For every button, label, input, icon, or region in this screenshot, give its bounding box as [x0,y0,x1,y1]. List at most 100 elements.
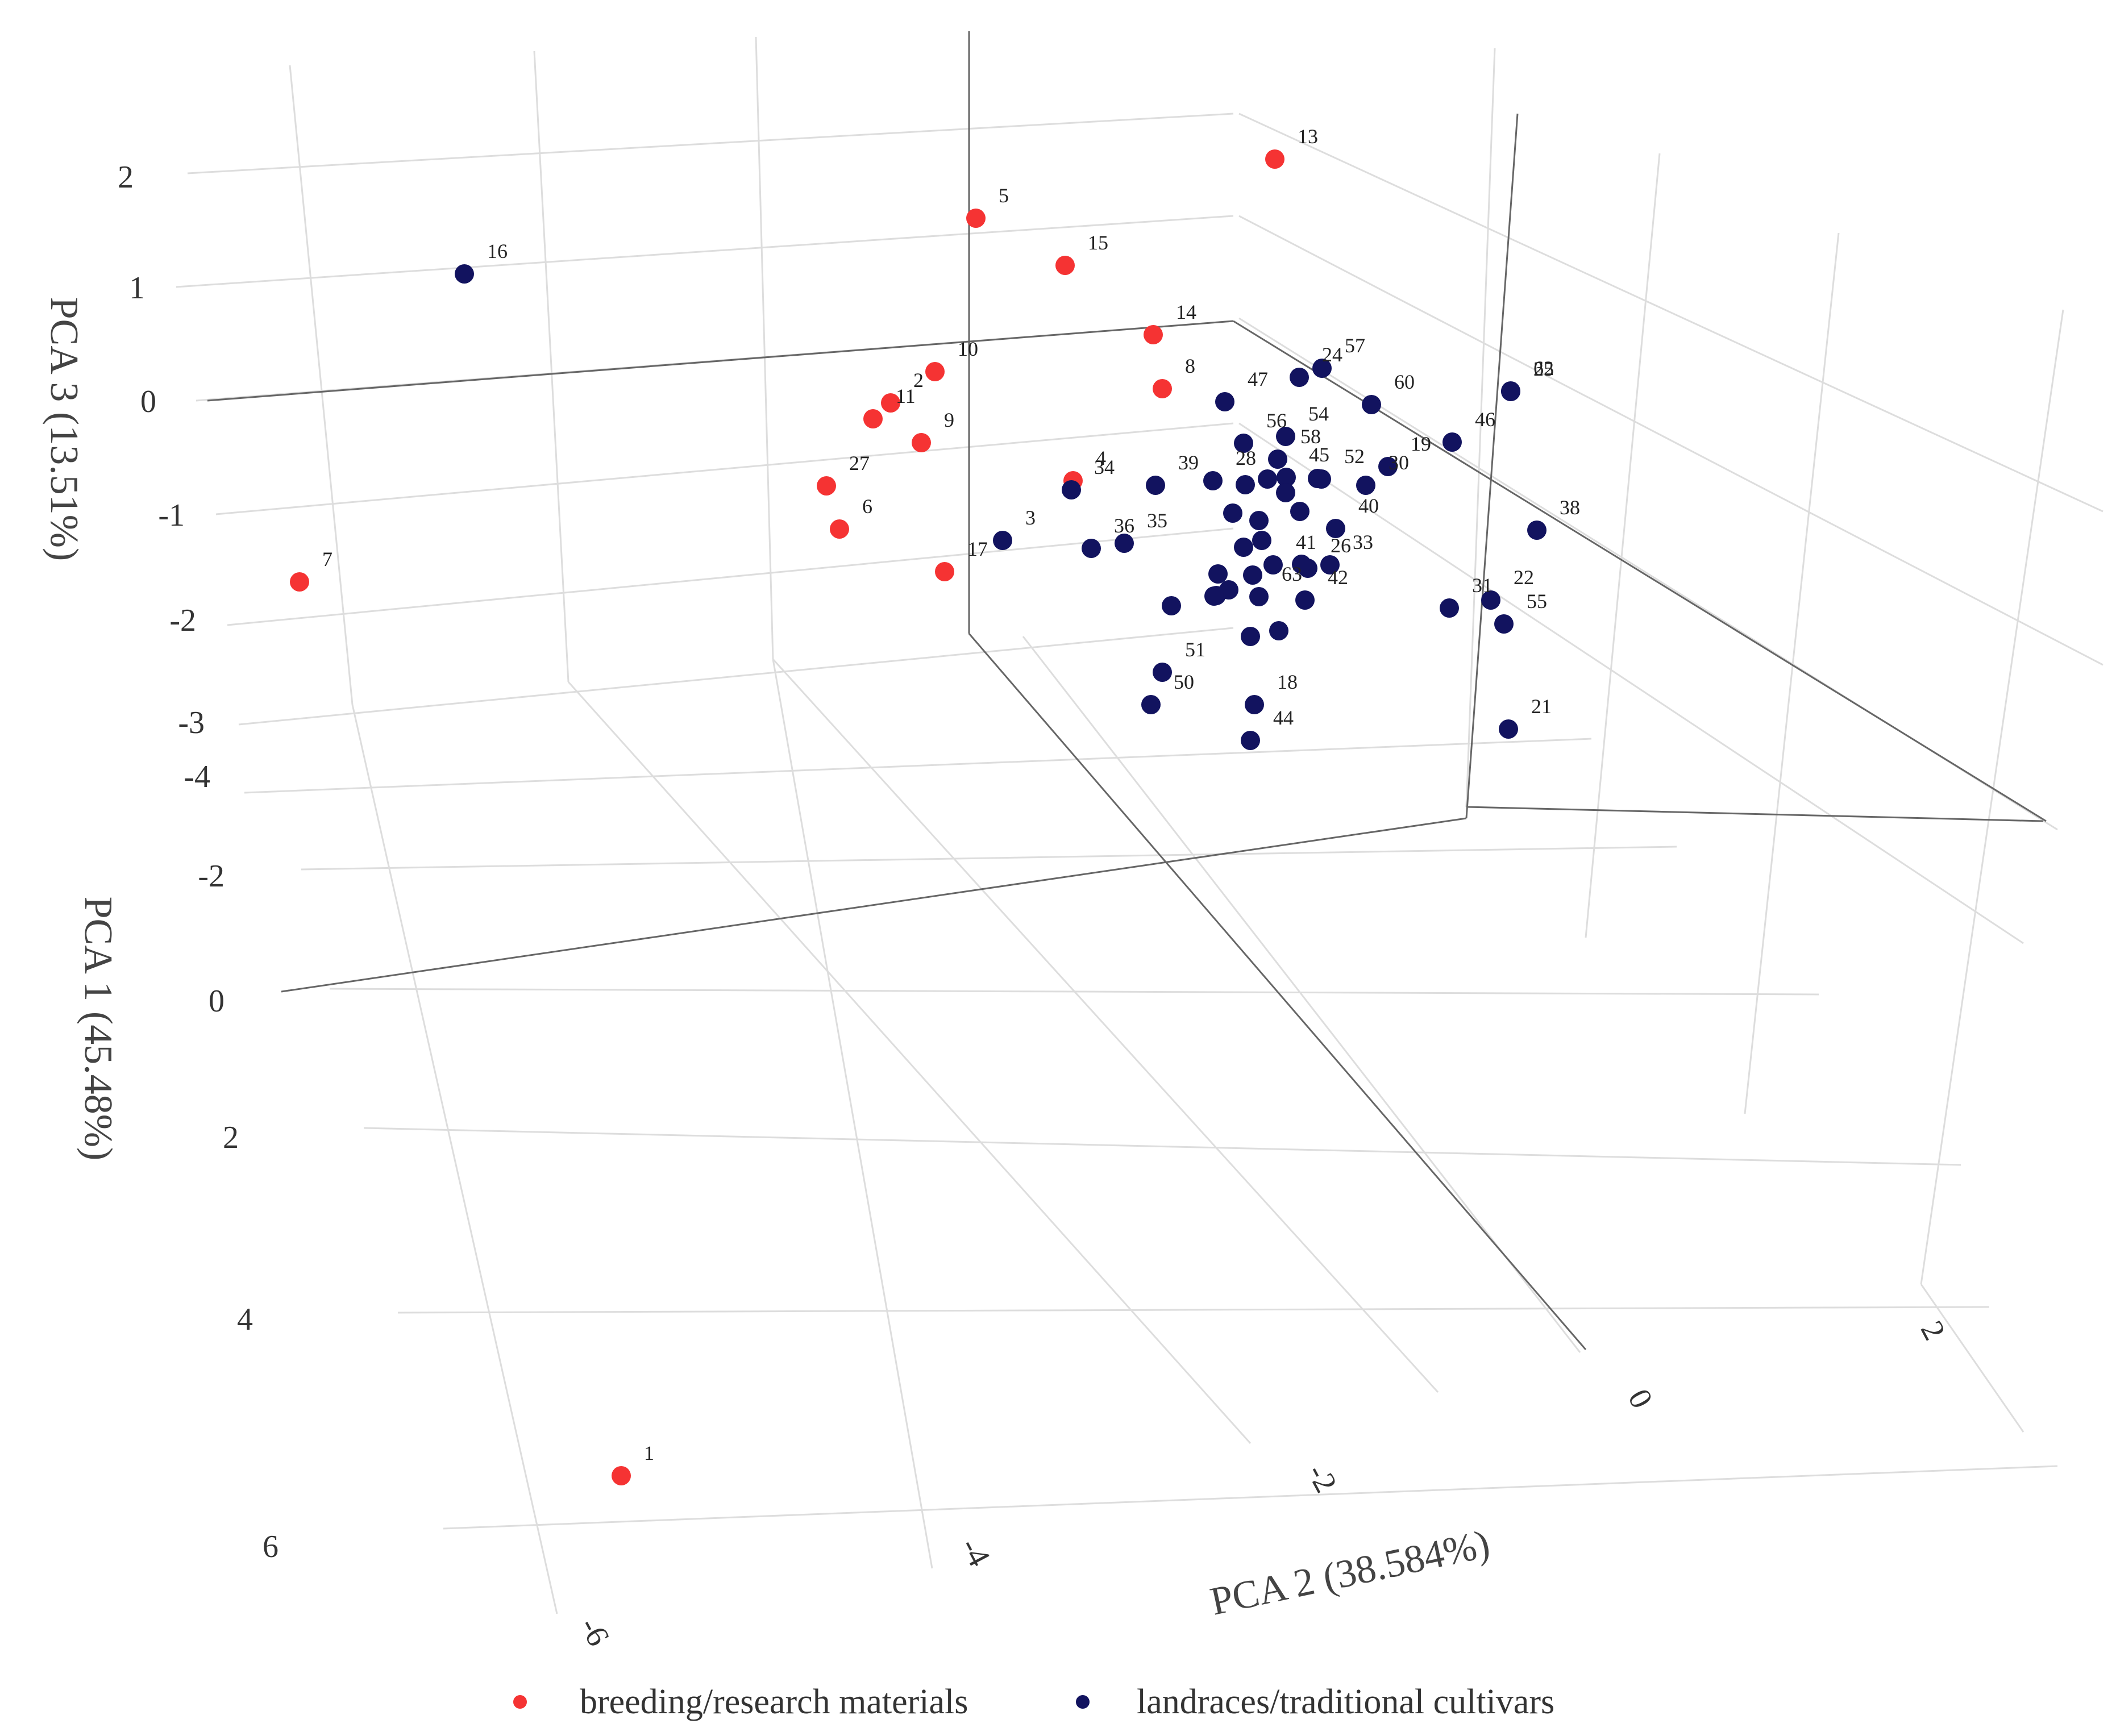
data-point-unlabeled [1241,627,1260,646]
point-label-41: 41 [1296,531,1316,553]
legend-marker-breeding [513,1695,527,1709]
point-label-3: 3 [1025,506,1036,529]
point-label-5: 5 [999,184,1009,207]
data-point-2 [881,393,900,413]
pca3-tick-label: -3 [178,705,205,740]
data-point-unlabeled [1223,503,1242,523]
data-point-41 [1263,555,1283,574]
pca1-tick-label: 6 [263,1529,278,1564]
point-label-46: 46 [1475,408,1495,431]
axis-line [281,817,1467,993]
grid-line [301,846,1677,871]
legend-marker-landraces [1076,1695,1090,1709]
grid-line [443,1465,2058,1530]
data-point-60 [1362,395,1381,414]
data-point-unlabeled [1290,502,1309,521]
data-point-unlabeled [1243,565,1262,585]
point-label-26: 26 [1331,534,1351,557]
point-label-6: 6 [862,495,872,518]
pca3-tick-label: -2 [169,603,196,638]
data-point-24 [1290,368,1309,387]
point-label-13: 13 [1298,125,1318,148]
grid-line [289,65,354,705]
data-point-36 [1082,539,1101,558]
legend-label-breeding: breeding/research materials [580,1683,968,1721]
data-point-46 [1442,432,1462,452]
point-label-33: 33 [1353,531,1373,553]
axis-line [968,633,1587,1350]
data-point-unlabeled [1162,596,1181,615]
data-point-55 [1494,614,1514,634]
point-label-57: 57 [1345,334,1365,357]
grid-line [1744,232,1840,1114]
data-point-1 [612,1466,631,1485]
point-label-52: 52 [1344,445,1365,468]
point-label-1: 1 [644,1442,654,1464]
data-point-28 [1203,471,1223,490]
point-label-19: 19 [1411,432,1431,455]
grid-line [1022,636,1581,1353]
point-label-31: 31 [1472,574,1493,597]
point-label-51: 51 [1185,638,1205,661]
grid-line [187,113,1234,174]
point-label-56: 56 [1266,409,1287,432]
data-point-19 [1378,457,1398,476]
grid-line [1238,113,2103,513]
grid-line [351,704,558,1614]
pca3-tick-label: 0 [140,384,156,419]
grid-line [1920,309,2064,1285]
point-label-62: 62 [1533,357,1554,380]
data-point-31 [1440,598,1459,618]
data-point-13 [1265,149,1284,169]
grid-line [533,51,569,682]
data-point-40 [1326,519,1345,538]
data-point-54 [1276,427,1295,446]
data-point-unlabeled [1236,475,1255,494]
data-point-9 [912,433,931,452]
data-point-27 [817,476,836,496]
data-point-44 [1241,731,1260,750]
point-label-17: 17 [967,538,988,560]
axis-line [1465,113,1519,819]
point-label-39: 39 [1178,451,1199,474]
data-point-3 [993,531,1012,550]
point-label-25: 25 [1533,357,1554,380]
grid-line [755,36,774,660]
data-point-unlabeled [1252,531,1271,550]
point-label-8: 8 [1185,355,1195,377]
data-point-14 [1144,325,1163,344]
point-label-34: 34 [1094,456,1115,478]
point-label-36: 36 [1114,514,1134,537]
data-point-62 [1501,381,1520,401]
data-point-unlabeled [1308,469,1327,488]
legend: breeding/research materials landraces/tr… [513,1683,1554,1721]
point-label-10: 10 [958,338,978,360]
point-label-22: 22 [1514,566,1534,589]
grid-line [1238,215,2103,666]
axis-line [207,320,1234,402]
grid-line [567,681,1252,1444]
point-label-9: 9 [944,409,954,431]
data-point-50 [1141,695,1161,714]
data-point-unlabeled [1208,564,1228,584]
point-label-35: 35 [1147,509,1167,532]
point-label-18: 18 [1277,671,1298,693]
data-point-22 [1481,590,1500,610]
grid-line [1465,48,1496,807]
data-point-47 [1215,392,1234,411]
data-point-21 [1499,719,1518,739]
data-point-56 [1234,434,1253,453]
grid-line [329,988,1819,996]
grid-line [397,1306,1990,1314]
grid-line [1585,153,1661,938]
data-point-8 [1153,379,1172,398]
grid-line [363,1127,1961,1166]
point-label-40: 40 [1358,494,1379,517]
data-point-unlabeled [1204,586,1224,606]
point-label-2: 2 [913,369,924,392]
data-point-58 [1268,449,1287,469]
pca3-tick-label: 2 [118,160,134,195]
point-label-38: 38 [1560,496,1580,519]
grid-line [772,659,933,1569]
data-point-63 [1249,587,1269,606]
